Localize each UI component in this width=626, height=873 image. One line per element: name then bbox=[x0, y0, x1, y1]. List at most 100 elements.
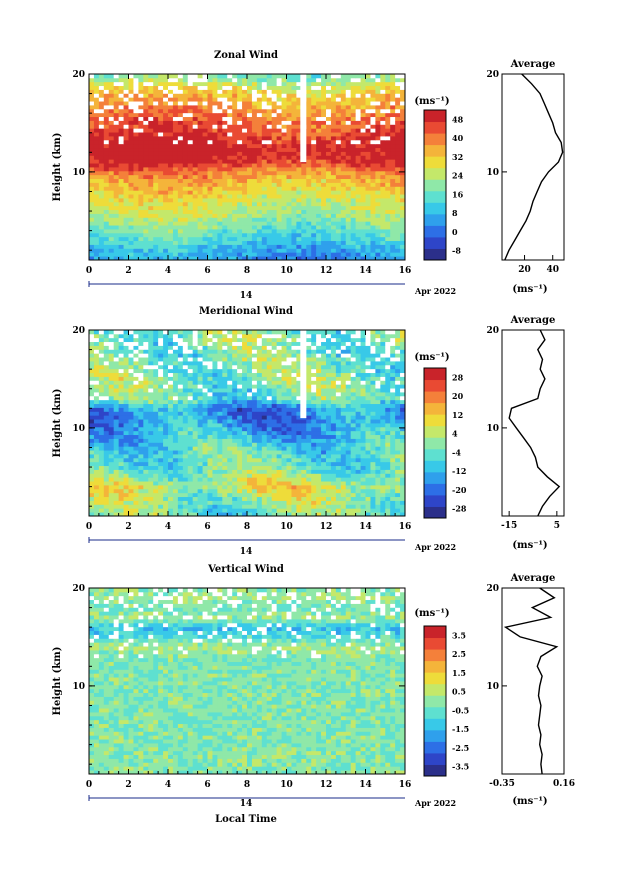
heatmap-cell bbox=[182, 77, 189, 83]
heatmap-cell bbox=[247, 217, 253, 222]
heatmap-cell bbox=[400, 120, 405, 125]
heatmap-cell bbox=[133, 120, 139, 125]
heatmap-cell bbox=[242, 77, 248, 83]
heatmap-cell bbox=[251, 201, 258, 207]
heatmap-cell bbox=[375, 101, 381, 106]
heatmap-cell bbox=[380, 147, 386, 152]
heatmap-cell bbox=[296, 112, 302, 118]
heatmap-cell bbox=[222, 221, 228, 226]
heatmap-cell bbox=[306, 170, 312, 176]
heatmap-cell bbox=[306, 97, 312, 102]
heatmap-cell bbox=[222, 461, 228, 467]
heatmap-cell bbox=[232, 81, 238, 87]
heatmap-cell bbox=[365, 256, 371, 260]
heatmap-cell bbox=[296, 252, 302, 257]
heatmap-cell bbox=[395, 205, 401, 211]
heatmap-cell bbox=[187, 229, 194, 234]
heatmap-cell bbox=[113, 190, 120, 195]
heatmap-cell bbox=[256, 198, 263, 203]
heatmap-cell bbox=[375, 194, 381, 199]
heatmap-cell bbox=[187, 85, 194, 90]
heatmap-cell bbox=[266, 163, 273, 168]
heatmap-cell bbox=[148, 97, 154, 102]
heatmap-cell bbox=[158, 248, 164, 253]
heatmap-cell bbox=[202, 248, 208, 253]
heatmap-cell bbox=[103, 423, 110, 428]
heatmap-cell bbox=[222, 225, 228, 230]
heatmap-cell bbox=[232, 500, 238, 505]
heatmap-cell bbox=[192, 454, 199, 459]
heatmap-cell bbox=[182, 81, 189, 87]
heatmap-cell bbox=[187, 182, 194, 187]
heatmap-cell bbox=[340, 81, 347, 87]
heatmap-cell bbox=[138, 174, 144, 180]
heatmap-cell bbox=[93, 77, 100, 83]
heatmap-cell bbox=[123, 430, 129, 436]
heatmap-cell bbox=[143, 190, 149, 195]
heatmap-cell bbox=[360, 143, 366, 149]
heatmap-cell bbox=[143, 248, 149, 253]
heatmap-cell bbox=[187, 430, 194, 436]
heatmap-cell bbox=[360, 101, 366, 106]
heatmap-cell bbox=[345, 194, 352, 199]
heatmap-cell bbox=[163, 198, 169, 203]
heatmap-cell bbox=[256, 136, 263, 141]
heatmap-cell bbox=[108, 236, 115, 242]
heatmap-cell bbox=[316, 136, 322, 141]
heatmap-cell bbox=[128, 108, 134, 114]
heatmap-cell bbox=[276, 225, 282, 230]
heatmap-cell bbox=[177, 221, 184, 226]
heatmap-cell bbox=[301, 430, 307, 436]
heatmap-cell bbox=[143, 496, 149, 501]
heatmap-cell bbox=[355, 124, 361, 129]
heatmap-cell bbox=[326, 477, 332, 482]
heatmap-cell bbox=[296, 229, 302, 234]
heatmap-cell bbox=[143, 108, 149, 114]
heatmap-cell bbox=[330, 240, 337, 245]
heatmap-cell bbox=[113, 477, 120, 482]
heatmap-cell bbox=[390, 256, 396, 260]
heatmap-cell bbox=[395, 198, 401, 203]
heatmap-cell bbox=[89, 108, 95, 114]
heatmap-cell bbox=[163, 415, 169, 420]
heatmap-cell bbox=[98, 485, 105, 490]
heatmap-cell bbox=[330, 108, 337, 114]
heatmap-cell bbox=[360, 465, 366, 470]
heatmap-cell bbox=[232, 163, 238, 168]
heatmap-cell bbox=[306, 473, 312, 478]
heatmap-cell bbox=[350, 488, 357, 494]
heatmap-cell bbox=[187, 108, 194, 114]
heatmap-cell bbox=[98, 201, 105, 207]
heatmap-cell bbox=[281, 446, 287, 451]
heatmap-cell bbox=[197, 492, 203, 498]
heatmap-cell bbox=[266, 454, 273, 459]
heatmap-cell bbox=[168, 178, 174, 183]
heatmap-cell bbox=[276, 492, 282, 498]
heatmap-cell bbox=[400, 248, 405, 253]
heatmap-cell bbox=[93, 194, 100, 199]
heatmap-cell bbox=[276, 159, 282, 164]
heatmap-cell bbox=[266, 411, 273, 416]
heatmap-cell bbox=[370, 190, 376, 195]
heatmap-cell bbox=[286, 236, 292, 242]
heatmap-cell bbox=[217, 112, 223, 118]
heatmap-cell bbox=[340, 209, 347, 214]
heatmap-cell bbox=[281, 485, 287, 490]
heatmap-cell bbox=[242, 473, 248, 478]
heatmap-cell bbox=[345, 74, 352, 79]
heatmap-cell bbox=[237, 120, 243, 125]
heatmap-cell bbox=[232, 454, 238, 459]
heatmap-cell bbox=[306, 89, 312, 94]
heatmap-cell bbox=[355, 411, 361, 416]
heatmap-cell bbox=[340, 143, 347, 149]
heatmap-cell bbox=[118, 190, 124, 195]
heatmap-cell bbox=[98, 116, 105, 121]
heatmap-cell bbox=[286, 143, 292, 149]
heatmap-cell bbox=[197, 198, 203, 203]
heatmap-cell bbox=[355, 85, 361, 90]
heatmap-cell bbox=[326, 438, 332, 443]
heatmap-cell bbox=[286, 415, 292, 420]
heatmap-cell bbox=[153, 407, 159, 412]
heatmap-cell bbox=[133, 163, 139, 168]
heatmap-cell bbox=[276, 407, 282, 412]
